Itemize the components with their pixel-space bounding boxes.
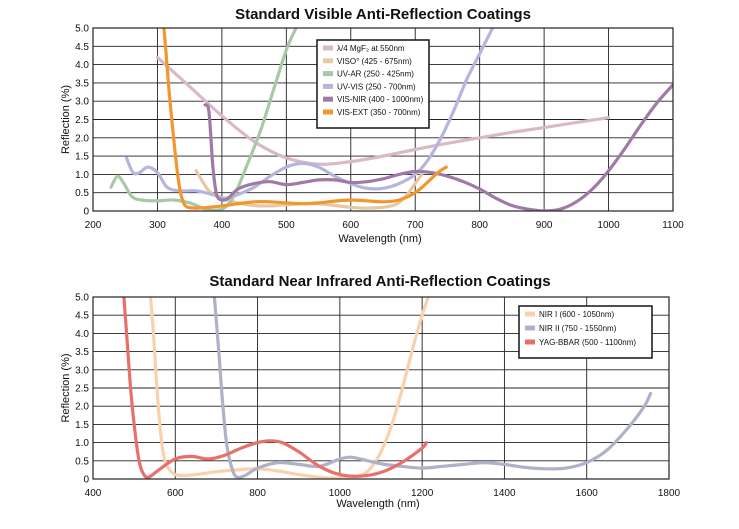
x-tick-label: 600 bbox=[167, 488, 184, 499]
y-tick-label: 5.0 bbox=[75, 24, 89, 35]
x-tick-label: 200 bbox=[85, 220, 102, 231]
plot-frame bbox=[92, 296, 670, 480]
legend-swatch bbox=[525, 325, 535, 331]
y-tick-label: 3.5 bbox=[75, 347, 89, 358]
series-line-2 bbox=[212, 297, 653, 479]
chart-near-infrared-ar: Standard Near Infrared Anti-Reflection C… bbox=[60, 273, 681, 510]
y-tick-label: 1.5 bbox=[75, 152, 89, 163]
x-tick-label: 700 bbox=[407, 220, 424, 231]
x-tick-label: 1200 bbox=[411, 488, 434, 499]
legend-entry: NIR II (750 - 1550nm) bbox=[539, 324, 617, 333]
y-tick-label: 3.0 bbox=[75, 365, 89, 376]
y-tick-label: 3.5 bbox=[75, 78, 89, 89]
legend-box bbox=[518, 305, 653, 359]
legend-swatch bbox=[323, 71, 333, 77]
legend-entry: YAG-BBAR (500 - 1100nm) bbox=[539, 338, 636, 347]
series-line-4 bbox=[124, 28, 495, 200]
x-tick-label: 400 bbox=[214, 220, 231, 231]
legend-swatch bbox=[323, 45, 333, 51]
y-tick-label: 2.0 bbox=[75, 133, 89, 144]
x-tick-label: 800 bbox=[471, 220, 488, 231]
y-tick-label: 4.5 bbox=[75, 42, 89, 53]
plot-frame bbox=[92, 27, 674, 212]
chart-title: Standard Visible Anti-Reflection Coating… bbox=[235, 6, 531, 23]
y-tick-label: 3.0 bbox=[75, 97, 89, 108]
x-tick-label: 1800 bbox=[658, 488, 681, 499]
y-tick-label: 4.5 bbox=[75, 311, 89, 322]
y-tick-label: 0 bbox=[83, 207, 89, 218]
x-tick-label: 900 bbox=[536, 220, 553, 231]
legend-swatch bbox=[323, 83, 333, 89]
chart-title: Standard Near Infrared Anti-Reflection C… bbox=[209, 273, 550, 290]
series-line-6 bbox=[162, 28, 448, 210]
y-tick-label: 5.0 bbox=[75, 293, 89, 304]
legend-entry: UV-VIS (250 - 700nm) bbox=[337, 82, 416, 91]
x-axis-label: Wavelength (nm) bbox=[338, 233, 421, 245]
y-tick-label: 1.5 bbox=[75, 420, 89, 431]
legend-entry: VIS-EXT (350 - 700nm) bbox=[337, 108, 421, 117]
legend-entry: NIR I (600 - 1050nm) bbox=[539, 310, 614, 319]
x-tick-label: 800 bbox=[249, 488, 266, 499]
legend-swatch bbox=[323, 109, 333, 115]
series-line-5 bbox=[203, 83, 673, 211]
y-axis-label: Reflection (%) bbox=[60, 353, 72, 422]
legend-swatch bbox=[323, 96, 333, 102]
legend-entry: λ/4 MgF₂ at 550nm bbox=[337, 44, 405, 53]
y-tick-label: 4.0 bbox=[75, 60, 89, 71]
series-line-1 bbox=[149, 297, 430, 479]
x-tick-label: 1000 bbox=[329, 488, 352, 499]
x-axis-label: Wavelength (nm) bbox=[336, 498, 419, 510]
y-tick-label: 2.0 bbox=[75, 402, 89, 413]
legend-swatch bbox=[323, 58, 333, 64]
legend: λ/4 MgF₂ at 550nm VISO° (425 - 675nm) UV-A… bbox=[316, 39, 430, 129]
legend: NIR I (600 - 1050nm) NIR II (750 - 1550nm… bbox=[518, 305, 653, 359]
x-tick-label: 300 bbox=[149, 220, 166, 231]
x-tick-label: 500 bbox=[278, 220, 295, 231]
series-line-1 bbox=[155, 55, 611, 166]
y-axis-label: Reflection (%) bbox=[60, 85, 72, 154]
legend-entry: VIS-NIR (400 - 1000nm) bbox=[337, 95, 424, 104]
y-tick-label: 2.5 bbox=[75, 115, 89, 126]
y-tick-label: 2.5 bbox=[75, 384, 89, 395]
series-line-3 bbox=[122, 297, 428, 479]
legend-entry: VISO° (425 - 675nm) bbox=[337, 57, 412, 66]
x-tick-label: 600 bbox=[342, 220, 359, 231]
y-tick-label: 4.0 bbox=[75, 329, 89, 340]
legend-swatch bbox=[525, 339, 535, 345]
legend-swatch bbox=[525, 311, 535, 317]
x-tick-label: 1000 bbox=[597, 220, 620, 231]
y-tick-label: 0 bbox=[83, 475, 89, 486]
chart-visible-ar: Standard Visible Anti-Reflection Coating… bbox=[60, 6, 684, 245]
y-tick-label: 0.5 bbox=[75, 456, 89, 467]
y-tick-label: 0.5 bbox=[75, 188, 89, 199]
x-tick-label: 1100 bbox=[662, 220, 684, 231]
legend-box bbox=[316, 39, 430, 129]
y-tick-label: 1.0 bbox=[75, 438, 89, 449]
legend-entry: UV-AR (250 - 425nm) bbox=[337, 70, 414, 79]
y-tick-label: 1.0 bbox=[75, 170, 89, 181]
x-tick-label: 400 bbox=[85, 488, 102, 499]
x-tick-label: 1400 bbox=[493, 488, 516, 499]
x-tick-label: 1600 bbox=[576, 488, 599, 499]
